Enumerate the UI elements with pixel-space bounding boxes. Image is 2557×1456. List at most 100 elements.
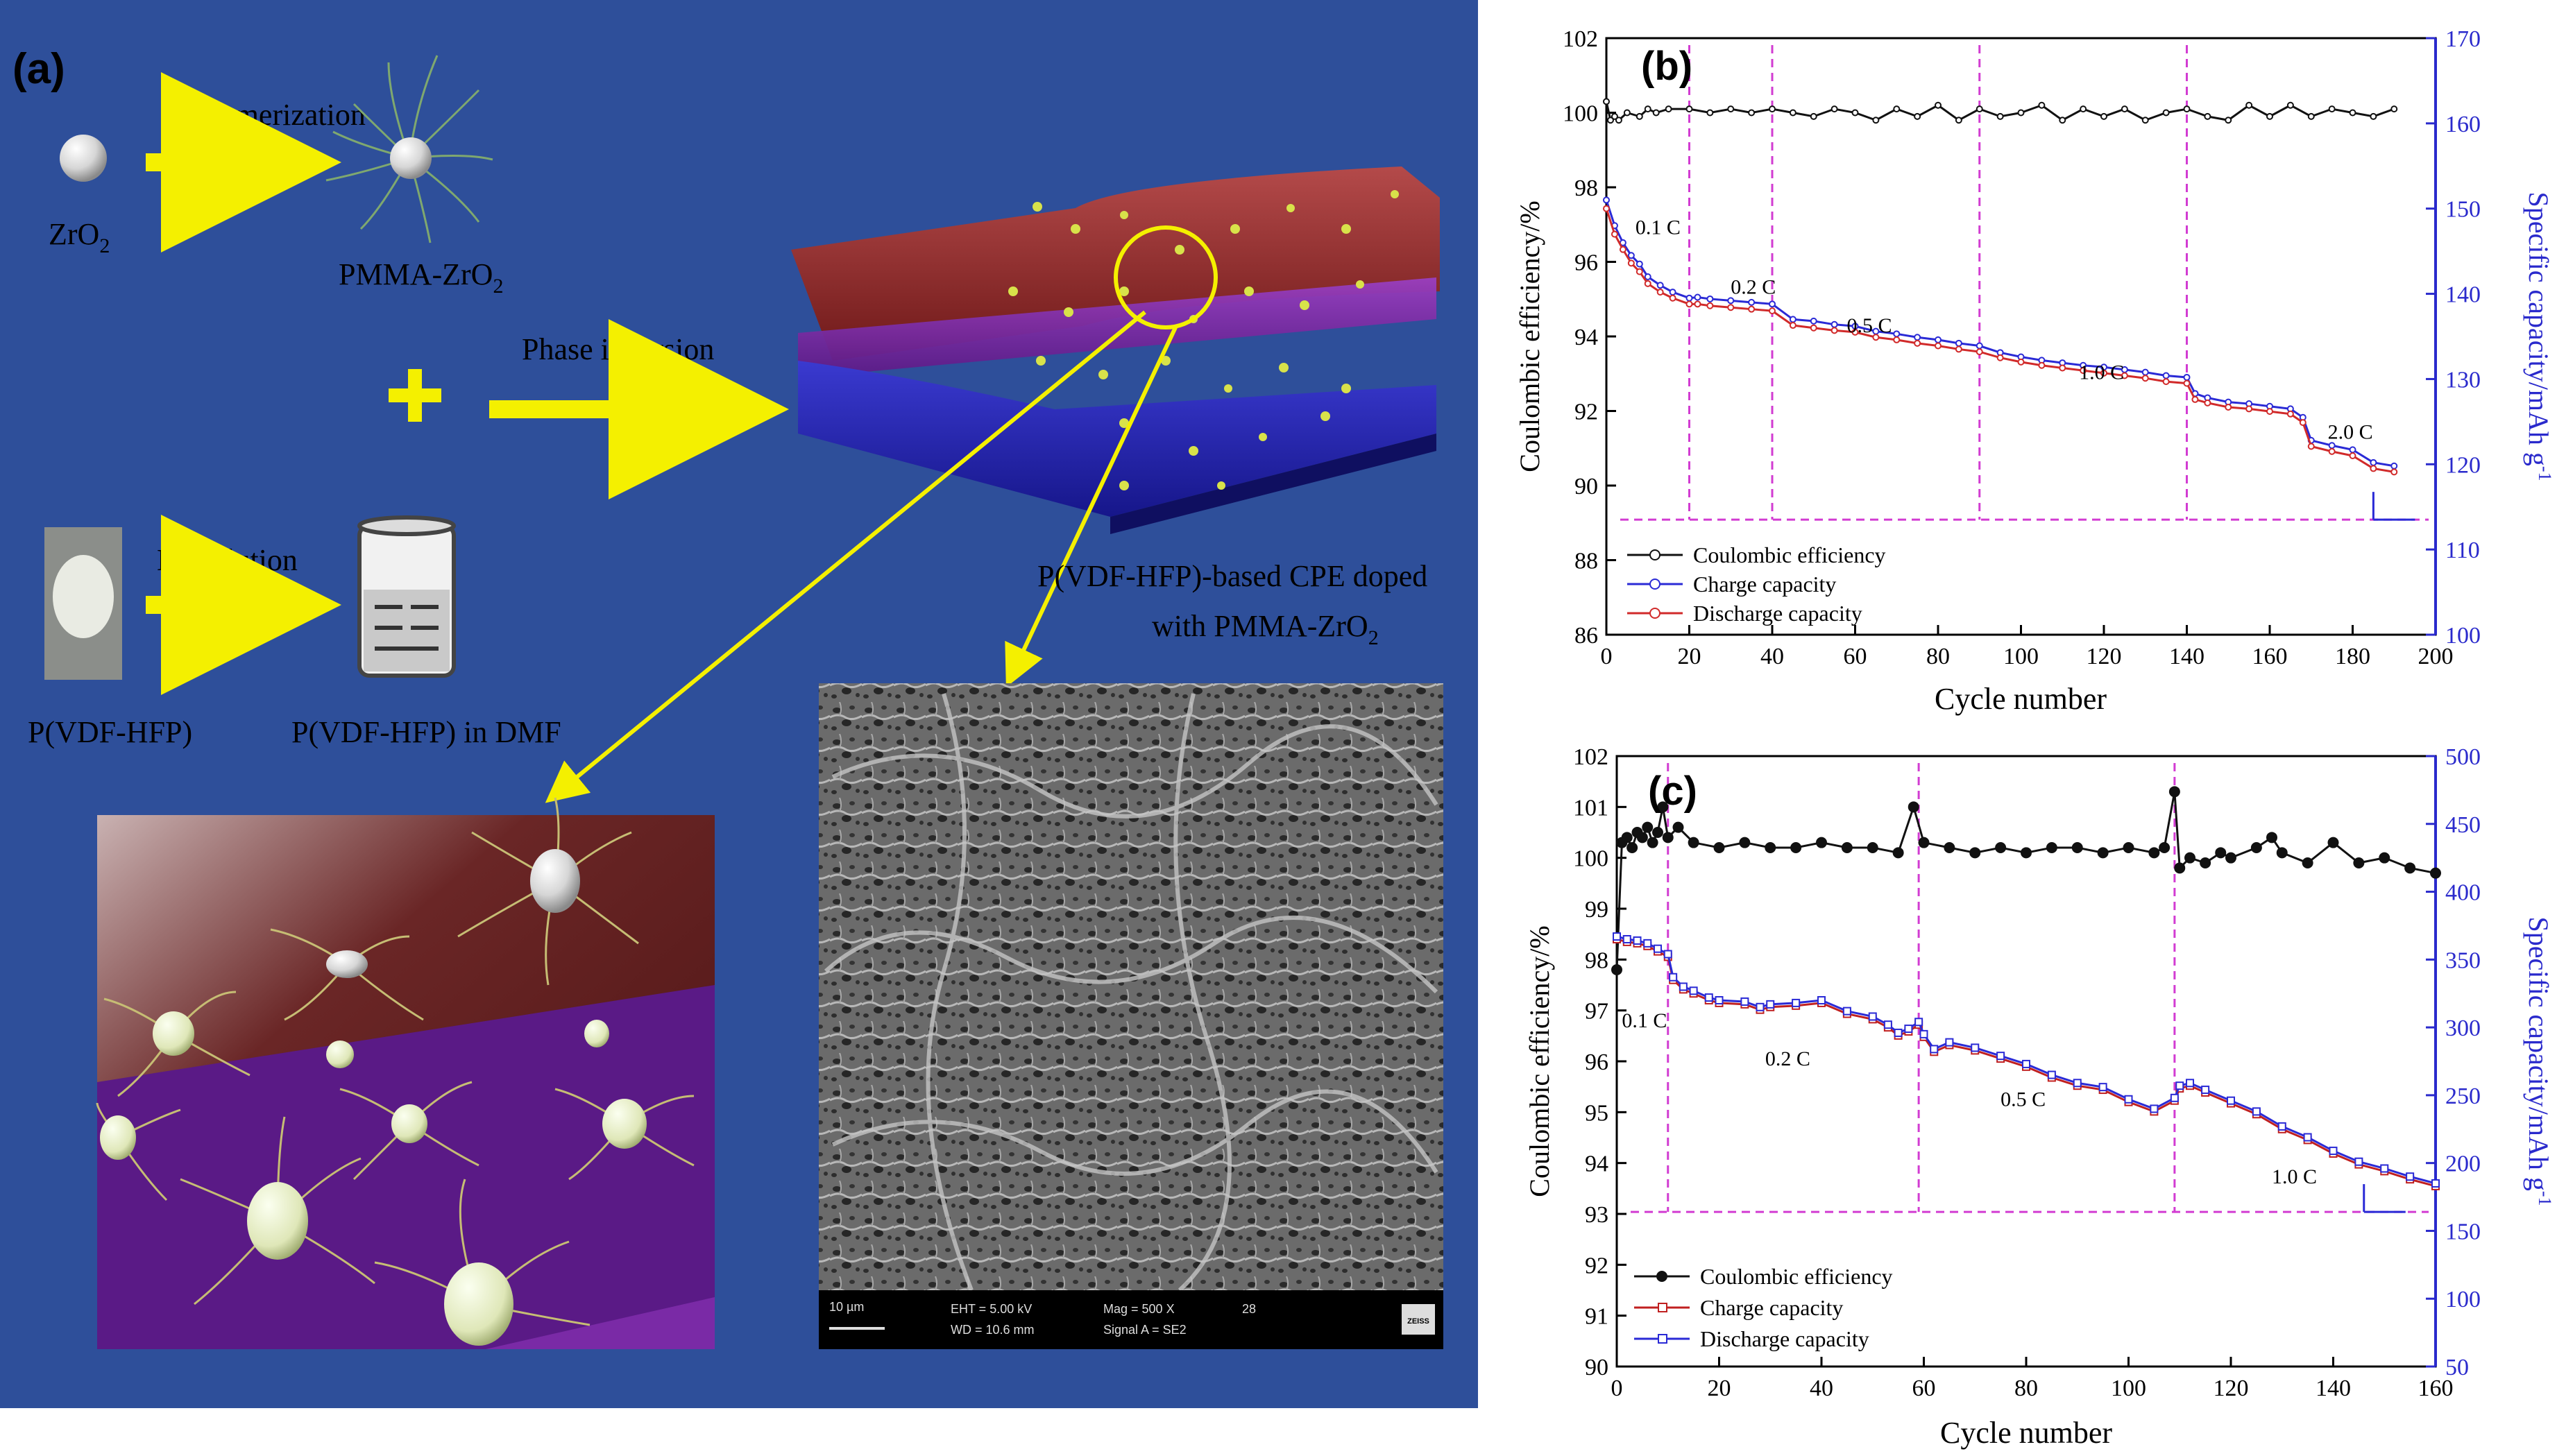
data-point: [1816, 837, 1827, 848]
data-point: [2148, 847, 2160, 859]
data-point: [2184, 852, 2195, 864]
data-point: [2183, 379, 2191, 387]
data-point: [2349, 109, 2356, 117]
zoom-render: [96, 797, 715, 1349]
data-point: [1613, 932, 1621, 941]
chart-c-ticks: 0 20 40 60 80 100 120 140 160 90 91 92 93 94 95 96 97 98 9…: [1573, 744, 2481, 1401]
cpe-label-line1: P(VDF-HFP)-based CPE doped: [1037, 559, 1427, 593]
rate-label: 0.2 C: [1731, 276, 1776, 299]
data-point: [2277, 1122, 2286, 1131]
data-point: [1657, 801, 1669, 813]
data-point: [1908, 801, 1919, 813]
data-point: [1851, 109, 1859, 117]
chart-c-rate-labels: 0.1 C 0.2 C 0.5 C 1.0 C: [1622, 1009, 2317, 1188]
data-point: [1792, 998, 1801, 1007]
pvdf-powder-pile: [53, 555, 114, 638]
data-point: [1842, 1007, 1851, 1016]
data-point: [1652, 827, 1663, 838]
chart-b-panel-label: (b): [1641, 44, 1692, 89]
chart-b-series: [1603, 98, 2415, 521]
x-tick-label: 60: [1844, 644, 1867, 669]
data-point: [2379, 852, 2390, 864]
data-point: [2175, 1081, 2184, 1090]
dissolution-label: Dissolution: [157, 543, 298, 577]
rate-label: 1.0 C: [2272, 1165, 2317, 1188]
data-point: [2071, 842, 2083, 853]
data-point: [2204, 112, 2211, 120]
data-point: [2191, 395, 2199, 403]
data-point: [2430, 867, 2441, 879]
data-point: [1611, 112, 1618, 120]
y-right-tick-label: 500: [2445, 744, 2481, 770]
data-point: [1636, 260, 1643, 268]
sem-eht: EHT = 5.00 kV: [951, 1302, 1032, 1316]
data-point: [1935, 336, 1942, 343]
legend-marker: [1649, 608, 1660, 619]
data-point: [2390, 468, 2398, 476]
data-point: [1706, 302, 1714, 309]
y-left-tick-label: 98: [1585, 948, 1608, 973]
data-point: [1748, 305, 1756, 313]
data-point: [2121, 372, 2128, 379]
series-line-discharge-capacity: [1605, 208, 2395, 473]
y-left-tick-label: 88: [1574, 549, 1598, 574]
data-point: [1769, 300, 1776, 308]
y-left-tick-label: 94: [1585, 1151, 1608, 1177]
y-left-tick-label: 99: [1585, 897, 1608, 923]
data-point: [1918, 837, 1930, 848]
membrane-layers: [791, 166, 1440, 534]
x-tick-label: 0: [1601, 644, 1613, 669]
data-point: [1935, 342, 1942, 350]
rate-label: 0.5 C: [1847, 314, 1892, 337]
pvdf-dmf-label: P(VDF-HFP) in DMF: [291, 715, 561, 749]
data-point: [1872, 117, 1880, 124]
chart-b: 0 20 40 60 80 100 120 140 160 180 200 86 88 90 92 94 96 9…: [1514, 26, 2555, 716]
chart-c-ylabel-left: Coulombic efficiency/%: [1524, 925, 1555, 1197]
y-left-tick-label: 92: [1574, 400, 1598, 425]
data-point: [1669, 294, 1676, 302]
data-point: [1685, 294, 1693, 302]
data-point: [1756, 1002, 1765, 1011]
data-point: [1935, 101, 1942, 109]
y-right-tick-label: 250: [2445, 1084, 2481, 1109]
sem-wd: WD = 10.6 mm: [951, 1323, 1035, 1337]
data-point: [1765, 842, 1776, 853]
x-tick-label: 120: [2214, 1376, 2249, 1401]
data-point: [1976, 348, 1983, 356]
data-point: [1914, 334, 1921, 341]
panel-a: (a) ZrO2 Polymerization PMMA-ZrO2 Phase …: [0, 0, 1478, 1408]
data-point: [2299, 419, 2307, 427]
data-point: [1955, 339, 1962, 347]
data-point: [1789, 316, 1796, 323]
data-point: [1769, 105, 1776, 113]
data-point: [1851, 328, 1859, 336]
legend-marker: [1658, 1334, 1667, 1344]
data-point: [2328, 105, 2336, 113]
sem-mag: Mag = 500 X: [1103, 1302, 1175, 1316]
y-left-tick-label: 102: [1563, 26, 1598, 52]
data-point: [1622, 935, 1631, 943]
y-right-tick-label: 150: [2445, 197, 2481, 223]
data-point: [2406, 1172, 2415, 1181]
data-point: [1930, 1045, 1939, 1054]
zro2-label: ZrO2: [49, 217, 110, 257]
data-point: [2215, 847, 2227, 859]
callout-arrow-left: [545, 310, 1146, 803]
legend-label: Charge capacity: [1700, 1295, 1843, 1320]
data-point: [2038, 361, 2046, 369]
y-left-tick-label: 96: [1574, 250, 1598, 276]
data-point: [2098, 1083, 2107, 1092]
sem-number: 28: [1242, 1302, 1256, 1316]
chart-b-xlabel: Cycle number: [1935, 682, 2107, 716]
data-point: [1727, 304, 1735, 311]
polymerization-label: Polymerization: [179, 98, 366, 132]
data-point: [1872, 334, 1880, 341]
data-point: [1868, 1012, 1877, 1021]
data-point: [1619, 246, 1626, 253]
x-tick-label: 20: [1678, 644, 1701, 669]
legend-label: Discharge capacity: [1693, 601, 1862, 626]
x-tick-label: 120: [2087, 644, 2122, 669]
data-point: [1830, 105, 1838, 113]
data-point: [1969, 847, 1981, 859]
data-point: [1713, 842, 1725, 853]
